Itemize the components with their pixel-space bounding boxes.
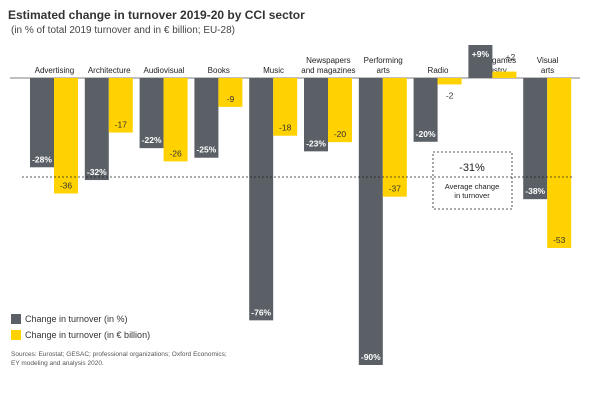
data-label-billion: -53 [553,235,566,245]
category-label: Video games [470,56,517,65]
bar-percent [413,78,438,142]
legend-label-billion: Change in turnover (in € billion) [25,330,151,340]
data-label-billion: -36 [60,180,73,190]
data-label-percent: +9% [472,49,490,59]
data-label-percent: -90% [361,352,381,362]
bar-percent [194,78,219,158]
category-label: industry [479,66,507,75]
average-value: -31% [459,162,485,174]
bar-percent [304,78,328,152]
average-label: in turnover [454,191,490,200]
bar-billion [108,78,133,133]
category-label: Music [263,66,284,75]
chart-title: Estimated change in turnover 2019-20 by … [8,8,305,22]
data-label-percent: -25% [196,145,216,155]
legend-swatch-billion [11,330,21,340]
bar-billion [54,78,78,194]
data-label-percent: -22% [142,135,162,145]
bar-billion [547,78,572,248]
category-label: Advertising [35,66,75,75]
bar-billion [492,71,517,78]
data-label-billion: -37 [389,184,402,194]
data-label-billion: -17 [115,120,128,130]
bar-billion [163,78,188,162]
bar-billion [218,78,243,107]
legend-swatch-percent [11,314,21,324]
data-label-percent: -28% [32,154,52,164]
data-label-billion: -26 [169,148,182,158]
bar-billion [382,78,407,197]
data-label-billion: -20 [334,129,347,139]
average-callout-box [432,151,513,210]
chart-subtitle: (in % of total 2019 turnover and in € bi… [11,25,236,36]
category-label: Audiovisual [144,66,185,75]
average-label: Average change [445,182,500,191]
data-label-percent: -32% [87,167,107,177]
bar-percent [139,78,164,149]
data-label-percent: -23% [306,138,326,148]
category-label: arts [377,66,390,75]
data-label-billion: +2 [506,52,516,62]
data-label-percent: -76% [251,307,271,317]
category-label: Radio [428,66,449,75]
legend-item-billion: Change in turnover (in € billion) [11,330,150,340]
source-note: Sources: Eurostat; GESAC; professional o… [11,351,227,367]
category-label: Books [208,66,230,75]
bar-percent [84,78,109,181]
bar-billion [437,78,462,85]
data-label-billion: -18 [279,123,292,133]
data-label-percent: -38% [525,186,545,196]
category-label: arts [541,66,554,75]
category-label: Newspapers [306,56,350,65]
legend-label-percent: Change in turnover (in %) [25,314,128,324]
bar-percent [30,78,54,168]
data-label-percent: -20% [416,129,436,139]
bar-percent [249,78,274,321]
bar-billion [273,78,298,136]
category-label: Performing [364,56,403,65]
legend-item-percent: Change in turnover (in %) [11,314,128,324]
category-label: Architecture [88,66,131,75]
category-label: Visual [537,56,559,65]
data-label-billion: -9 [227,94,235,104]
bar-percent [358,78,383,365]
bar-percent [468,45,493,78]
bar-percent [523,78,548,200]
bar-billion [328,78,352,143]
category-label: and magazines [301,66,355,75]
data-label-billion: -2 [446,90,454,100]
